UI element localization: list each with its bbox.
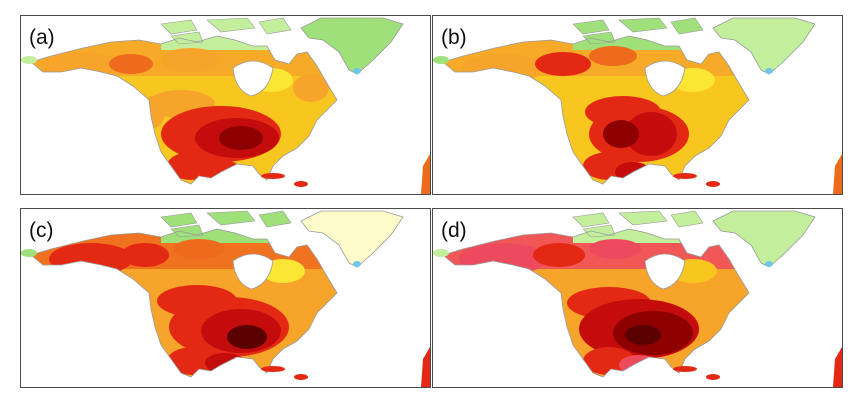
hispaniola [706, 181, 720, 187]
greenland-tip [765, 261, 773, 267]
panel-label-a: (a) [29, 26, 55, 49]
arctic-island [206, 17, 256, 33]
panel-label-b: (b) [441, 26, 467, 49]
edge-land [833, 347, 842, 387]
arctic-island [582, 224, 616, 238]
hispaniola [294, 374, 308, 380]
anomaly-patch [533, 243, 585, 267]
anomaly-patch [589, 46, 637, 66]
arctic-island [618, 17, 668, 33]
anomaly-patch [711, 275, 743, 303]
anomaly-patch [301, 271, 333, 299]
arctic-island [258, 210, 292, 228]
arctic-island [670, 17, 704, 35]
arctic-island [160, 19, 198, 35]
arctic-island [670, 210, 704, 228]
anomaly-patch [167, 347, 219, 375]
asia-edge [21, 56, 37, 64]
arctic-island [258, 17, 292, 35]
cuba [261, 366, 285, 372]
anomaly-patch [121, 243, 169, 267]
asia-edge [21, 249, 37, 257]
map-a [21, 16, 430, 194]
anomaly-patch [589, 239, 641, 259]
cuba [673, 366, 697, 372]
asia-edge [433, 249, 449, 257]
arctic-island [572, 19, 610, 35]
hispaniola [706, 374, 720, 380]
anomaly-patch [227, 325, 267, 349]
anomaly-patch [293, 74, 329, 102]
anomaly-patch [535, 52, 591, 76]
arctic-island [206, 210, 256, 226]
greenland [300, 17, 404, 75]
panel-label-c: (c) [29, 219, 54, 242]
panel-label-d: (d) [441, 219, 467, 242]
greenland-tip [765, 68, 773, 74]
cuba [673, 173, 697, 179]
anomaly-patch [603, 120, 639, 148]
anomaly-patch [109, 54, 153, 74]
map-panel-d: (d) [432, 208, 843, 388]
anomaly-patch [173, 239, 225, 259]
edge-land [833, 154, 842, 194]
hudson-bay [232, 60, 274, 97]
anomaly-patch [219, 126, 263, 150]
hudson-bay [232, 253, 274, 290]
greenland-tip [353, 68, 361, 74]
greenland [300, 210, 404, 268]
arctic-island [582, 31, 616, 45]
map-panel-c: (c) [20, 208, 431, 388]
cuba [261, 173, 285, 179]
coastline [442, 228, 750, 378]
hudson-bay [644, 253, 686, 290]
hudson-bay [644, 60, 686, 97]
arctic-island [170, 224, 204, 238]
coastline [442, 35, 750, 185]
anomaly-patch [625, 325, 661, 345]
map-c [21, 209, 430, 387]
arctic-island [572, 212, 610, 228]
edge-land [421, 154, 430, 194]
map-d [433, 209, 842, 387]
greenland [712, 210, 816, 268]
anomaly-patch [713, 82, 745, 110]
map-panel-b: (b) [432, 15, 843, 195]
hispaniola [294, 181, 308, 187]
greenland [712, 17, 816, 75]
edge-land [421, 347, 430, 387]
map-b [433, 16, 842, 194]
arctic-island [170, 31, 204, 45]
map-panel-a: (a) [20, 15, 431, 195]
arctic-island [618, 210, 668, 226]
anomaly-patch [625, 112, 677, 156]
coastline [30, 35, 338, 185]
arctic-island [160, 212, 198, 228]
greenland-tip [353, 261, 361, 267]
coastline [30, 228, 338, 378]
anomaly-patch [161, 48, 221, 72]
asia-edge [433, 56, 449, 64]
